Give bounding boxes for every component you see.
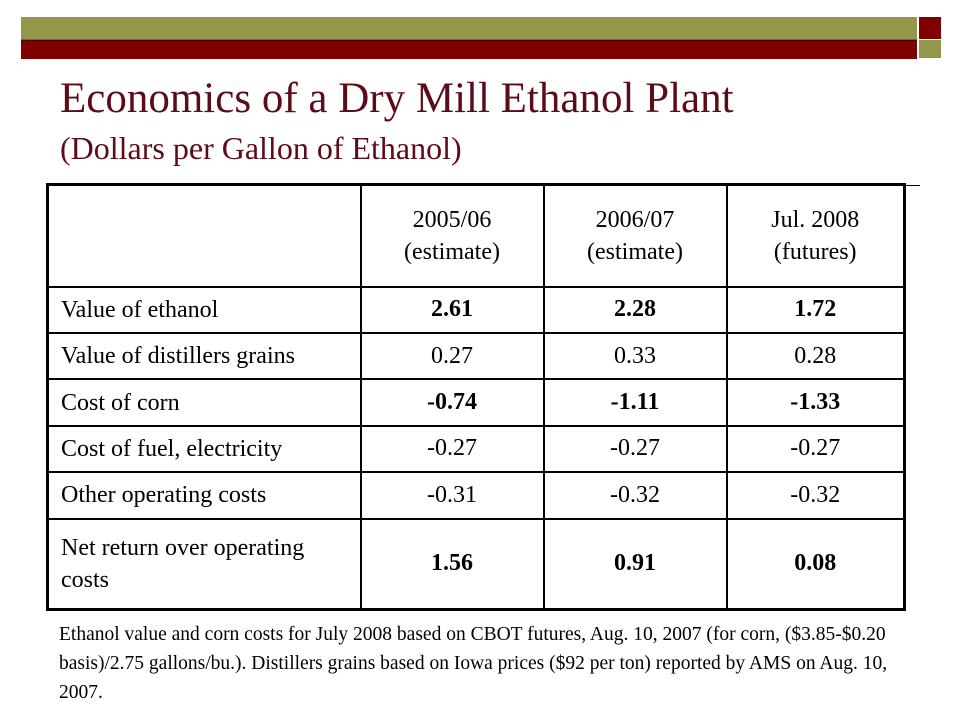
table-row: Cost of corn -0.74 -1.11 -1.33 <box>46 378 906 427</box>
table-cell: 1.56 <box>359 517 545 611</box>
column-header-period: 2006/07 <box>595 206 675 233</box>
column-header: Jul. 2008 (futures) <box>725 183 906 288</box>
row-label: Value of distillers grains <box>46 331 362 381</box>
slide-subtitle: (Dollars per Gallon of Ethanol) <box>60 130 462 166</box>
column-header: 2005/06 (estimate) <box>359 183 545 288</box>
table-header-row: 2005/06 (estimate) 2006/07 (estimate) Ju… <box>46 183 906 288</box>
corner-olive-block <box>917 40 941 58</box>
column-header-period: 2005/06 <box>412 206 492 233</box>
source-footnote: Ethanol value and corn costs for July 20… <box>59 624 888 703</box>
table-row: Net return over operating costs 1.56 0.9… <box>46 517 906 611</box>
table-cell: -0.27 <box>725 424 906 474</box>
table-cell: 0.08 <box>725 517 906 611</box>
row-label: Other operating costs <box>46 471 362 520</box>
table-cell: -0.32 <box>725 471 906 520</box>
table-cell: 2.28 <box>542 285 728 334</box>
table-cell: 0.91 <box>542 517 728 611</box>
table-row: Other operating costs -0.31 -0.32 -0.32 <box>46 471 906 520</box>
table-cell: 2.61 <box>359 285 545 334</box>
column-header-period: Jul. 2008 <box>771 206 860 233</box>
column-header-note: (futures) <box>773 238 857 265</box>
economics-table: 2005/06 (estimate) 2006/07 (estimate) Ju… <box>46 183 906 611</box>
table-row: Value of distillers grains 0.27 0.33 0.2… <box>46 331 906 381</box>
row-label: Net return over operating costs <box>46 517 362 611</box>
table-row: Value of ethanol 2.61 2.28 1.72 <box>46 285 906 334</box>
row-label: Cost of corn <box>46 378 362 427</box>
table-row: Cost of fuel, electricity -0.27 -0.27 -0… <box>46 424 906 474</box>
decorative-header-bar <box>21 17 941 59</box>
table-cell: -0.27 <box>359 424 545 474</box>
table-cell: -0.27 <box>542 424 728 474</box>
row-label: Cost of fuel, electricity <box>46 424 362 474</box>
table-cell: 0.27 <box>359 331 545 381</box>
table-cell: -0.31 <box>359 471 545 520</box>
table-cell: -0.74 <box>359 378 545 427</box>
column-header: 2006/07 (estimate) <box>542 183 728 288</box>
maroon-stripe <box>21 40 917 59</box>
table-cell: -0.32 <box>542 471 728 520</box>
header-empty-cell <box>46 183 362 288</box>
slide-title: Economics of a Dry Mill Ethanol Plant <box>60 75 734 122</box>
row-label: Value of ethanol <box>46 285 362 334</box>
table-cell: 0.33 <box>542 331 728 381</box>
column-header-note: (estimate) <box>587 238 683 265</box>
table-cell: 0.28 <box>725 331 906 381</box>
table-cell: -1.33 <box>725 378 906 427</box>
table-cell: -1.11 <box>542 378 728 427</box>
table-cell: 1.72 <box>725 285 906 334</box>
corner-maroon-block <box>917 17 941 39</box>
olive-stripe <box>21 17 917 41</box>
column-header-note: (estimate) <box>404 238 500 265</box>
